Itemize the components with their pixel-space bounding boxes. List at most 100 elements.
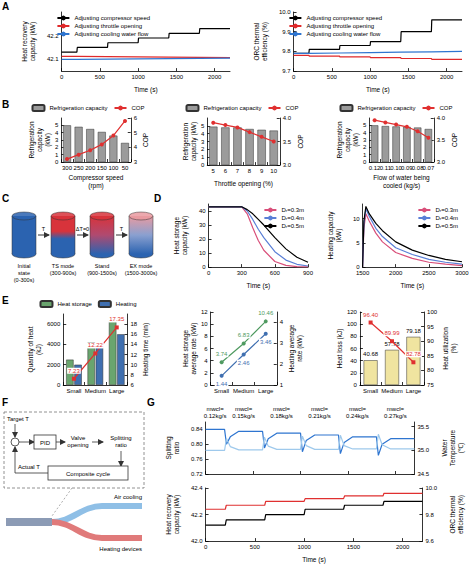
svg-text:10: 10 bbox=[270, 168, 277, 174]
svg-text:9.7: 9.7 bbox=[282, 68, 291, 74]
svg-text:0: 0 bbox=[292, 74, 296, 80]
svg-text:ORC thermal: ORC thermal bbox=[449, 495, 456, 533]
svg-text:Compressor speed: Compressor speed bbox=[69, 174, 124, 182]
svg-text:state: state bbox=[18, 270, 30, 276]
svg-text:Heating devices: Heating devices bbox=[99, 546, 142, 552]
svg-text:6.83: 6.83 bbox=[238, 332, 250, 338]
svg-text:3.74: 3.74 bbox=[216, 351, 228, 357]
svg-text:Medium: Medium bbox=[233, 388, 254, 394]
svg-text:(kW): (kW) bbox=[335, 229, 343, 243]
svg-text:average rate (kW): average rate (kW) bbox=[190, 322, 198, 374]
svg-text:3: 3 bbox=[280, 340, 284, 346]
svg-text:3000: 3000 bbox=[455, 270, 469, 276]
svg-text:Heat utilization: Heat utilization bbox=[442, 327, 449, 370]
svg-text:2000: 2000 bbox=[389, 270, 403, 276]
svg-text:16: 16 bbox=[130, 331, 137, 337]
svg-text:0: 0 bbox=[57, 382, 61, 388]
svg-text:85: 85 bbox=[427, 353, 434, 359]
svg-text:Actual T: Actual T bbox=[18, 464, 40, 470]
svg-text:300: 300 bbox=[62, 165, 73, 171]
svg-text:Refrigeration: Refrigeration bbox=[28, 121, 36, 159]
svg-text:3.5: 3.5 bbox=[437, 137, 446, 143]
svg-text:Refrigeration capacity: Refrigeration capacity bbox=[49, 105, 107, 111]
svg-text:efficiency (%): efficiency (%) bbox=[457, 495, 465, 534]
svg-text:Small: Small bbox=[363, 388, 378, 394]
svg-text:capacity (kW): capacity (kW) bbox=[190, 122, 198, 161]
svg-text:900: 900 bbox=[303, 270, 314, 276]
svg-text:2000: 2000 bbox=[47, 362, 61, 368]
svg-text:4.0: 4.0 bbox=[283, 115, 292, 121]
svg-text:4: 4 bbox=[55, 130, 59, 136]
svg-text:Medium: Medium bbox=[381, 388, 402, 394]
svg-text:Time (s): Time (s) bbox=[246, 282, 270, 290]
svg-text:Large: Large bbox=[109, 388, 125, 394]
svg-text:0.80: 0.80 bbox=[191, 441, 203, 447]
svg-text:10.46: 10.46 bbox=[258, 310, 274, 316]
svg-text:3: 3 bbox=[201, 139, 205, 145]
svg-text:0.76: 0.76 bbox=[191, 456, 203, 462]
svg-text:Refrigeration: Refrigeration bbox=[336, 121, 344, 159]
svg-text:42.2: 42.2 bbox=[191, 512, 203, 518]
svg-text:Adjusting compressor speed: Adjusting compressor speed bbox=[74, 15, 150, 21]
svg-text:mwcl=: mwcl= bbox=[273, 406, 291, 412]
svg-text:Splitting: Splitting bbox=[110, 435, 131, 441]
svg-text:Heating average: Heating average bbox=[288, 324, 296, 372]
svg-text:T: T bbox=[120, 226, 124, 232]
svg-text:8: 8 bbox=[204, 333, 208, 339]
svg-text:0.07: 0.07 bbox=[423, 165, 435, 171]
svg-text:PID: PID bbox=[40, 440, 51, 446]
svg-text:1500: 1500 bbox=[170, 74, 184, 80]
svg-text:3.5: 3.5 bbox=[283, 139, 292, 145]
svg-text:8: 8 bbox=[248, 168, 252, 174]
svg-text:2000: 2000 bbox=[208, 74, 222, 80]
svg-text:42.4: 42.4 bbox=[191, 485, 203, 491]
svg-text:80: 80 bbox=[427, 367, 434, 373]
svg-text:6: 6 bbox=[130, 382, 134, 388]
svg-text:1500: 1500 bbox=[356, 270, 370, 276]
svg-text:Adjusting throttle opening: Adjusting throttle opening bbox=[74, 23, 142, 29]
svg-text:35.0: 35.0 bbox=[417, 447, 429, 453]
svg-text:2: 2 bbox=[201, 146, 205, 152]
svg-text:Dᵣ=0.5m: Dᵣ=0.5m bbox=[435, 223, 458, 229]
svg-text:0: 0 bbox=[204, 382, 208, 388]
svg-text:(rpm): (rpm) bbox=[88, 182, 104, 190]
svg-text:200: 200 bbox=[85, 165, 96, 171]
svg-text:150: 150 bbox=[97, 165, 108, 171]
svg-text:5: 5 bbox=[356, 240, 360, 246]
svg-text:10: 10 bbox=[199, 250, 206, 256]
svg-text:89.99: 89.99 bbox=[384, 330, 400, 336]
svg-text:20: 20 bbox=[199, 236, 206, 242]
svg-text:efficiency (%): efficiency (%) bbox=[261, 22, 269, 61]
svg-text:Time (s): Time (s) bbox=[400, 282, 424, 290]
svg-text:100: 100 bbox=[427, 309, 438, 315]
svg-text:0: 0 bbox=[204, 544, 208, 550]
svg-text:500: 500 bbox=[250, 544, 261, 550]
svg-text:14: 14 bbox=[130, 341, 137, 347]
svg-text:Medium: Medium bbox=[85, 388, 106, 394]
svg-text:ORC thermal: ORC thermal bbox=[253, 22, 260, 60]
svg-text:9: 9 bbox=[260, 168, 264, 174]
svg-text:3.46: 3.46 bbox=[260, 339, 272, 345]
svg-text:82.78: 82.78 bbox=[406, 351, 422, 357]
svg-text:6: 6 bbox=[134, 115, 138, 121]
svg-text:96.40: 96.40 bbox=[363, 312, 379, 318]
svg-text:Large: Large bbox=[406, 388, 422, 394]
svg-text:0.21kg/s: 0.21kg/s bbox=[308, 413, 331, 419]
svg-text:mwcl=: mwcl= bbox=[206, 406, 224, 412]
svg-text:opening: opening bbox=[67, 442, 88, 448]
svg-text:COP: COP bbox=[297, 135, 304, 149]
svg-text:1000: 1000 bbox=[131, 74, 145, 80]
svg-text:5: 5 bbox=[134, 130, 138, 136]
svg-text:3.0: 3.0 bbox=[283, 162, 292, 168]
svg-text:0.12kg/s: 0.12kg/s bbox=[204, 413, 227, 419]
svg-text:COP: COP bbox=[451, 133, 458, 147]
svg-text:0.18kg/s: 0.18kg/s bbox=[270, 413, 293, 419]
svg-text:1.44: 1.44 bbox=[216, 381, 228, 387]
svg-text:Valve: Valve bbox=[71, 435, 86, 441]
svg-text:cooled (kg/s): cooled (kg/s) bbox=[383, 182, 420, 190]
svg-text:10: 10 bbox=[130, 362, 137, 368]
svg-text:9.6: 9.6 bbox=[425, 538, 434, 544]
svg-text:capacity: capacity bbox=[36, 127, 44, 152]
svg-text:42.0: 42.0 bbox=[191, 538, 203, 544]
svg-text:capacity (kW): capacity (kW) bbox=[29, 22, 37, 61]
